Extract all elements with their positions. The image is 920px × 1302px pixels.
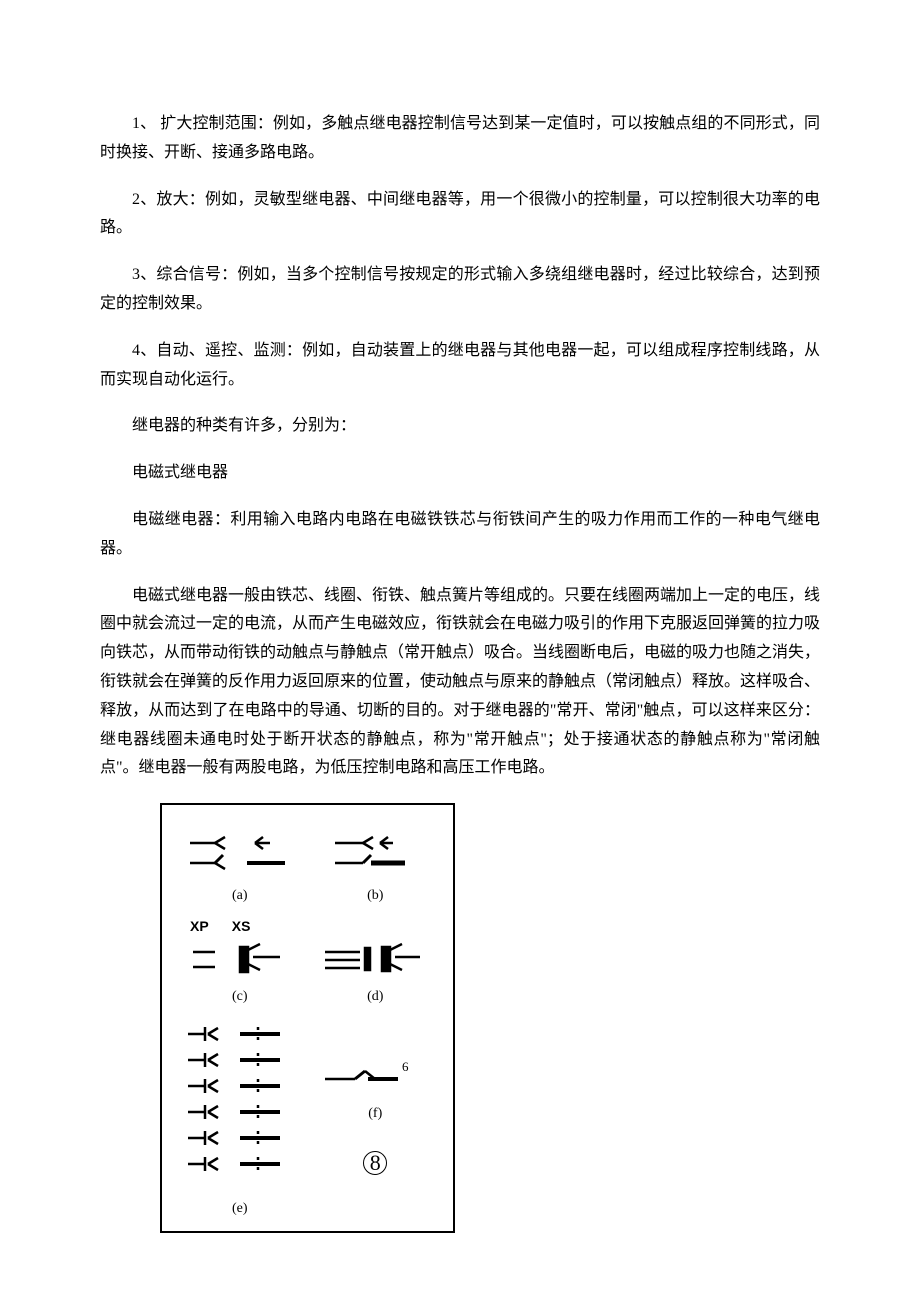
symbol-b-icon xyxy=(325,831,425,881)
xp-xs-labels: XP XS xyxy=(172,914,443,939)
circled-8-icon: 8 xyxy=(363,1151,387,1175)
label-f: (f) xyxy=(368,1101,382,1126)
label-a: (a) xyxy=(232,883,248,908)
symbol-e-icon xyxy=(180,1019,300,1194)
diagram-container: (a) (b) XP xyxy=(160,803,820,1233)
paragraph-4: 4、自动、遥控、监测：例如，自动装置上的继电器与其他电器一起，可以组成程序控制线… xyxy=(100,337,820,395)
label-c: (c) xyxy=(232,984,248,1009)
paragraph-8: 电磁式继电器一般由铁芯、线圈、衔铁、触点簧片等组成的。只要在线圈两端加上一定的电… xyxy=(100,582,820,784)
paragraph-3: 3、综合信号：例如，当多个控制信号按规定的形式输入多绕组继电器时，经过比较综合，… xyxy=(100,261,820,319)
xs-label: XS xyxy=(232,918,251,934)
paragraph-1: 1、 扩大控制范围：例如，多触点继电器控制信号达到某一定值时，可以按触点组的不同… xyxy=(100,110,820,168)
symbol-f-icon: 6 xyxy=(320,1059,430,1099)
six-label: 6 xyxy=(402,1059,409,1074)
symbol-c-icon xyxy=(185,942,295,982)
symbol-d-icon xyxy=(320,942,430,982)
symbol-a-icon xyxy=(185,831,295,881)
paragraph-7: 电磁继电器：利用输入电路内电路在电磁铁铁芯与衔铁间产生的吸力作用而工作的一种电气… xyxy=(100,506,820,564)
paragraph-6: 电磁式继电器 xyxy=(100,459,820,488)
label-d: (d) xyxy=(367,984,383,1009)
xp-label: XP xyxy=(190,918,208,934)
label-e: (e) xyxy=(232,1196,248,1221)
paragraph-5: 继电器的种类有许多，分别为： xyxy=(100,412,820,441)
paragraph-2: 2、放大：例如，灵敏型继电器、中间继电器等，用一个很微小的控制量，可以控制很大功… xyxy=(100,186,820,244)
label-b: (b) xyxy=(367,883,383,908)
diagram-box: (a) (b) XP xyxy=(160,803,455,1233)
